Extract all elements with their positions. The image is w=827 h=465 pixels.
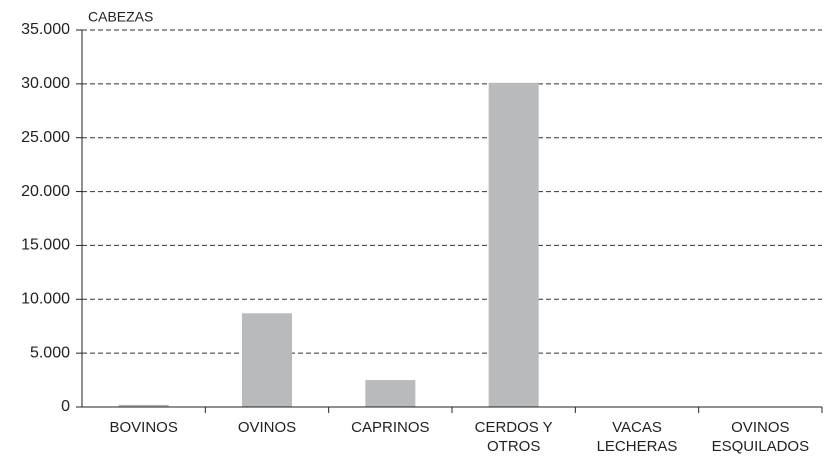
x-tick-label: CAPRINOS	[351, 419, 430, 436]
axis-label: CABEZAS	[88, 9, 153, 25]
bar	[488, 82, 539, 407]
x-tick-label: OVINOS ESQUILADOS	[711, 419, 810, 455]
x-tick-label: VACAS LECHERAS	[596, 419, 678, 455]
y-tick-label: 35.000	[21, 21, 70, 38]
bar	[242, 313, 292, 407]
y-tick-label: 5.000	[30, 344, 70, 361]
x-tick-label: CERDOS Y OTROS	[474, 419, 553, 455]
y-tick-label: 15.000	[21, 237, 70, 254]
y-tick-label: 0	[61, 398, 70, 415]
y-tick-label: 10.000	[21, 291, 70, 308]
y-tick-label: 30.000	[21, 75, 70, 92]
y-tick-label: 20.000	[21, 183, 70, 200]
x-tick-label: OVINOS	[237, 419, 297, 436]
bar	[365, 380, 416, 407]
y-tick-label: 25.000	[21, 129, 70, 146]
x-tick-label: BOVINOS	[109, 419, 178, 436]
bar	[118, 404, 169, 407]
